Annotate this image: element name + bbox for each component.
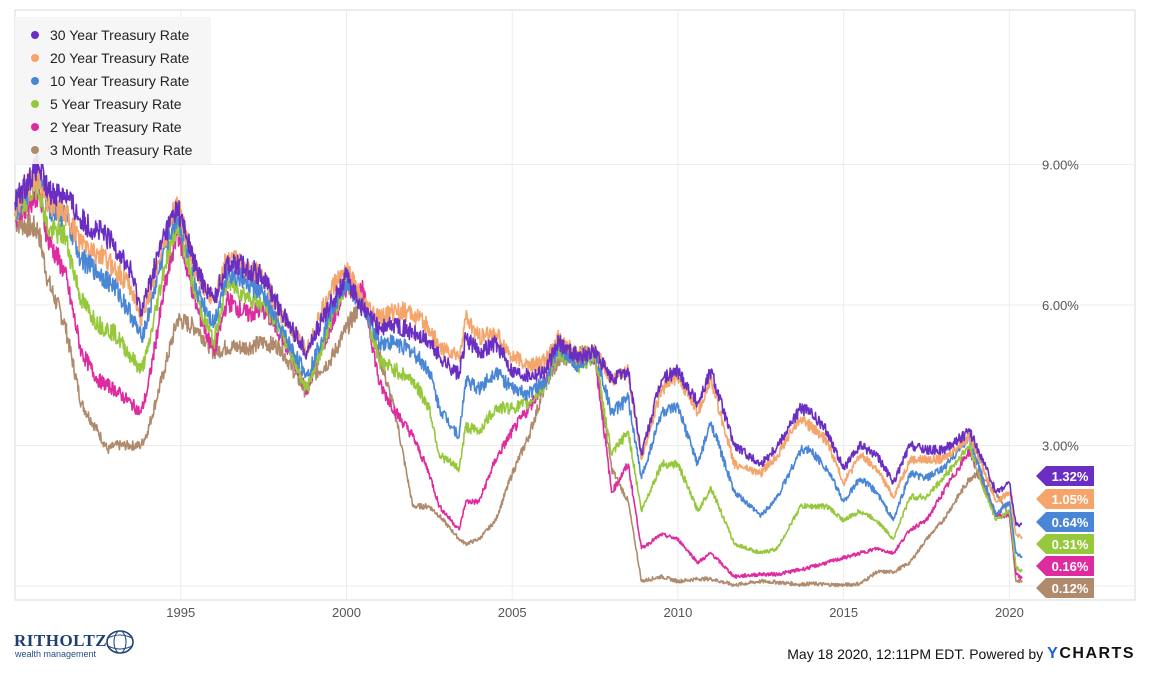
timestamp: May 18 2020, 12:11PM EDT. bbox=[787, 646, 966, 662]
end-label-3: 0.31% bbox=[1036, 534, 1094, 554]
legend-dot bbox=[31, 146, 39, 154]
legend-label: 2 Year Treasury Rate bbox=[50, 119, 182, 135]
end-label-tag bbox=[1036, 466, 1094, 486]
legend-item-2-year[interactable]: 2 Year Treasury Rate bbox=[31, 117, 182, 137]
series-lines bbox=[14, 154, 1023, 588]
y-tick-label: 3.00% bbox=[1042, 438, 1079, 453]
legend-item-30-year[interactable]: 30 Year Treasury Rate bbox=[31, 25, 189, 45]
legend: 30 Year Treasury Rate 20 Year Treasury R… bbox=[15, 17, 211, 164]
end-label-tag bbox=[1036, 534, 1094, 554]
ycharts-logo-y: Y bbox=[1047, 645, 1060, 662]
legend-label: 20 Year Treasury Rate bbox=[50, 50, 190, 66]
x-tick-label: 1995 bbox=[166, 605, 195, 620]
series-line-5 bbox=[14, 212, 1023, 588]
legend-item-5-year[interactable]: 5 Year Treasury Rate bbox=[31, 94, 182, 114]
end-label-tag bbox=[1036, 556, 1094, 576]
x-tick-label: 2005 bbox=[498, 605, 527, 620]
y-axis: 3.00% 6.00% 9.00% bbox=[1042, 158, 1079, 454]
legend-label: 3 Month Treasury Rate bbox=[50, 142, 193, 158]
series-line-0 bbox=[14, 154, 1023, 528]
x-axis: 1995 2000 2005 2010 2015 2020 bbox=[166, 605, 1024, 620]
legend-item-20-year[interactable]: 20 Year Treasury Rate bbox=[31, 48, 189, 68]
brand-logo: RITHOLTZ wealth management bbox=[14, 624, 144, 664]
legend-dot bbox=[31, 123, 39, 131]
end-label-value: 0.31% bbox=[1052, 537, 1089, 552]
end-label-value: 1.32% bbox=[1052, 469, 1089, 484]
end-label-1: 1.05% bbox=[1036, 489, 1094, 509]
end-value-labels: 1.32% 1.05% 0.64% 0.31% 0.16% 0.12% bbox=[1036, 466, 1094, 598]
end-label-4: 0.16% bbox=[1036, 556, 1094, 576]
legend-dot bbox=[31, 100, 39, 108]
series-line-2 bbox=[14, 164, 1023, 559]
end-label-value: 1.05% bbox=[1052, 492, 1089, 507]
brand-name: RITHOLTZ bbox=[14, 631, 108, 650]
globe-icon bbox=[106, 630, 134, 654]
legend-item-10-year[interactable]: 10 Year Treasury Rate bbox=[31, 71, 189, 91]
chart-footer: May 18 2020, 12:11PM EDT. Powered by YCH… bbox=[787, 642, 1135, 666]
y-tick-label: 9.00% bbox=[1042, 158, 1079, 173]
end-label-5: 0.12% bbox=[1036, 578, 1094, 598]
end-label-value: 0.12% bbox=[1052, 581, 1089, 596]
end-label-tag bbox=[1036, 578, 1094, 598]
legend-dot bbox=[31, 31, 39, 39]
x-tick-label: 2020 bbox=[995, 605, 1024, 620]
brand-subtitle: wealth management bbox=[15, 649, 97, 659]
legend-label: 5 Year Treasury Rate bbox=[50, 96, 182, 112]
end-label-0: 1.32% bbox=[1036, 466, 1094, 486]
x-tick-label: 2010 bbox=[663, 605, 692, 620]
legend-dot bbox=[31, 54, 39, 62]
powered-by-label: Powered by bbox=[969, 646, 1044, 662]
end-label-tag bbox=[1036, 489, 1094, 509]
end-label-2: 0.64% bbox=[1036, 512, 1094, 532]
y-tick-label: 6.00% bbox=[1042, 298, 1079, 313]
legend-label: 10 Year Treasury Rate bbox=[50, 73, 190, 89]
end-label-value: 0.64% bbox=[1052, 515, 1089, 530]
x-tick-label: 2000 bbox=[332, 605, 361, 620]
end-label-tag bbox=[1036, 512, 1094, 532]
legend-label: 30 Year Treasury Rate bbox=[50, 27, 190, 43]
ycharts-logo[interactable]: YCHARTS bbox=[1047, 645, 1135, 663]
series-line-1 bbox=[14, 163, 1023, 540]
legend-dot bbox=[31, 77, 39, 85]
x-tick-label: 2015 bbox=[829, 605, 858, 620]
ycharts-logo-text: CHARTS bbox=[1059, 645, 1135, 662]
end-label-value: 0.16% bbox=[1052, 559, 1089, 574]
legend-item-3-month[interactable]: 3 Month Treasury Rate bbox=[31, 140, 192, 160]
